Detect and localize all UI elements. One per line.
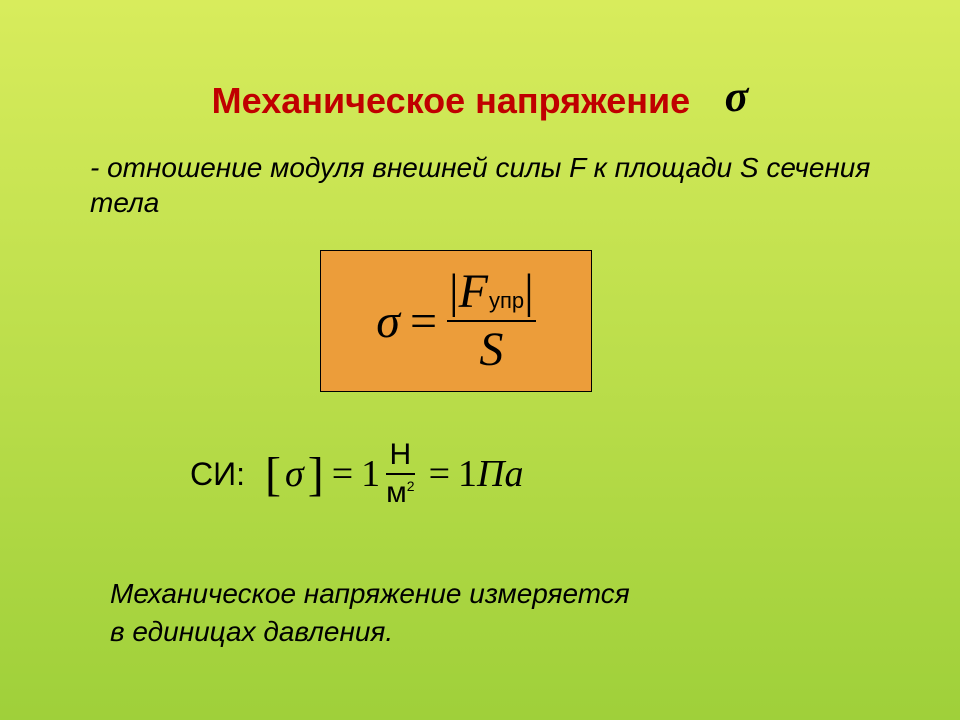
formula-numerator: | F упр | <box>447 268 536 320</box>
definition-text: - отношение модуля внешней силы F к площ… <box>90 150 890 220</box>
si-sigma: σ <box>285 452 304 496</box>
slide: Механическое напряжение σ - отношение мо… <box>0 0 960 720</box>
formula-equals: = <box>410 294 437 349</box>
si-unit-top: Н <box>390 440 412 473</box>
si-brackets: [ σ ] <box>265 447 324 502</box>
title-row: Механическое напряжение σ <box>0 75 960 126</box>
footnote-line2: в единицах давления. <box>110 616 393 647</box>
si-equals: = <box>332 452 353 496</box>
sigma-symbol-title: σ <box>725 71 749 122</box>
si-units-row: СИ: [ σ ] = 1 Н м2 = 1 Па <box>190 440 523 508</box>
formula: σ = | F упр | S <box>376 268 535 374</box>
footnote: Механическое напряжение измеряется в еди… <box>110 575 910 651</box>
si-unit-bottom: м2 <box>386 475 414 508</box>
force-subscript: упр <box>489 290 524 312</box>
bracket-icon: [ <box>265 447 281 502</box>
si-one: 1 <box>361 452 380 496</box>
formula-sigma: σ <box>376 294 400 349</box>
abs-bar-icon: | <box>449 268 459 316</box>
formula-box: σ = | F упр | S <box>320 250 592 392</box>
si-fraction: Н м2 <box>386 440 414 508</box>
slide-title: Механическое напряжение <box>212 80 690 122</box>
footnote-line1: Механическое напряжение измеряется <box>110 578 630 609</box>
si-label: СИ: <box>190 456 245 493</box>
formula-fraction: | F упр | S <box>447 268 536 374</box>
bracket-icon: ] <box>308 447 324 502</box>
formula-denominator: S <box>479 322 503 374</box>
force-symbol: F <box>459 268 488 316</box>
abs-bar-icon: | <box>524 268 534 316</box>
si-unit-bottom-base: м <box>386 476 407 509</box>
si-one: 1 <box>458 452 477 496</box>
si-pascal: Па <box>477 452 523 496</box>
si-unit-exponent: 2 <box>407 478 415 494</box>
si-equals: = <box>429 452 450 496</box>
